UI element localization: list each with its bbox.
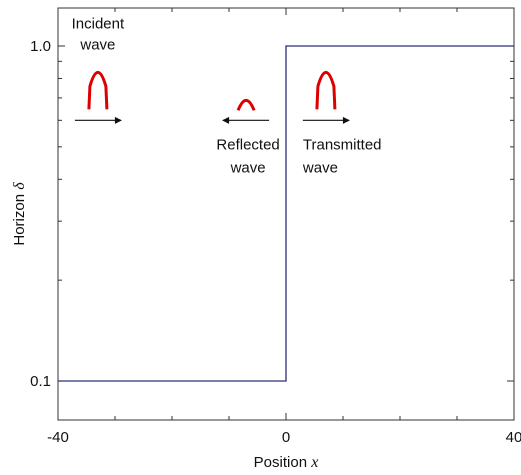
x-tick-label: 0 (282, 429, 290, 446)
annotation-label: wave (302, 159, 338, 176)
direction-arrow-head (114, 116, 122, 124)
y-axis-title: Horizon δ (11, 182, 28, 246)
x-tick-label: -40 (47, 429, 69, 446)
x-axis-title-text: Position (254, 454, 312, 471)
x-axis-title: Position x (254, 454, 319, 471)
direction-arrow-head (342, 116, 350, 124)
wave-pulse (87, 70, 109, 110)
annotations: Incident wave Reflected wave Transmitted wave (72, 15, 382, 176)
wave-pulse (315, 70, 337, 110)
x-tick-label: 40 (506, 429, 521, 446)
wave-annotation: Incident wave (72, 15, 125, 124)
annotation-label: Reflected (216, 136, 279, 153)
annotation-label: wave (230, 159, 266, 176)
axis-tick-labels: -40 0 40 0.1 1.0 (30, 38, 521, 446)
y-axis-title-var: δ (11, 182, 28, 190)
annotation-label: Transmitted (303, 136, 382, 153)
annotation-label: wave (79, 36, 115, 53)
annotation-label: Incident (72, 15, 125, 32)
direction-arrow-head (222, 116, 230, 124)
wave-annotation: Transmitted wave (302, 70, 382, 176)
series-line (58, 45, 514, 382)
y-axis-title-text: Horizon (11, 190, 28, 246)
x-axis-title-var: x (310, 454, 318, 471)
wave-annotation: Reflected wave (216, 98, 280, 176)
y-tick-label: 1.0 (30, 38, 51, 55)
wave-pulse (236, 98, 256, 111)
y-tick-label: 0.1 (30, 373, 51, 390)
